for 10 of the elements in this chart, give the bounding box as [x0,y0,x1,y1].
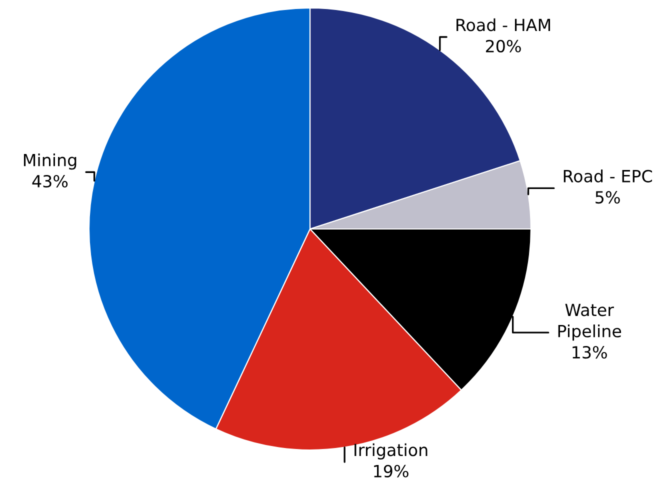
slice-label: Water Pipeline [558,304,622,341]
data-label: 5% [596,191,620,204]
slice-label: Irrigation [354,443,428,460]
data-label: 20% [486,40,521,52]
data-label: 13% [572,346,607,359]
slice-label: Road - EPC [564,170,652,182]
data-label: 43% [32,174,68,188]
slice-label: Mining [24,153,76,170]
data-label: 19% [374,464,408,478]
slice-label: Road - HAM [456,18,550,32]
